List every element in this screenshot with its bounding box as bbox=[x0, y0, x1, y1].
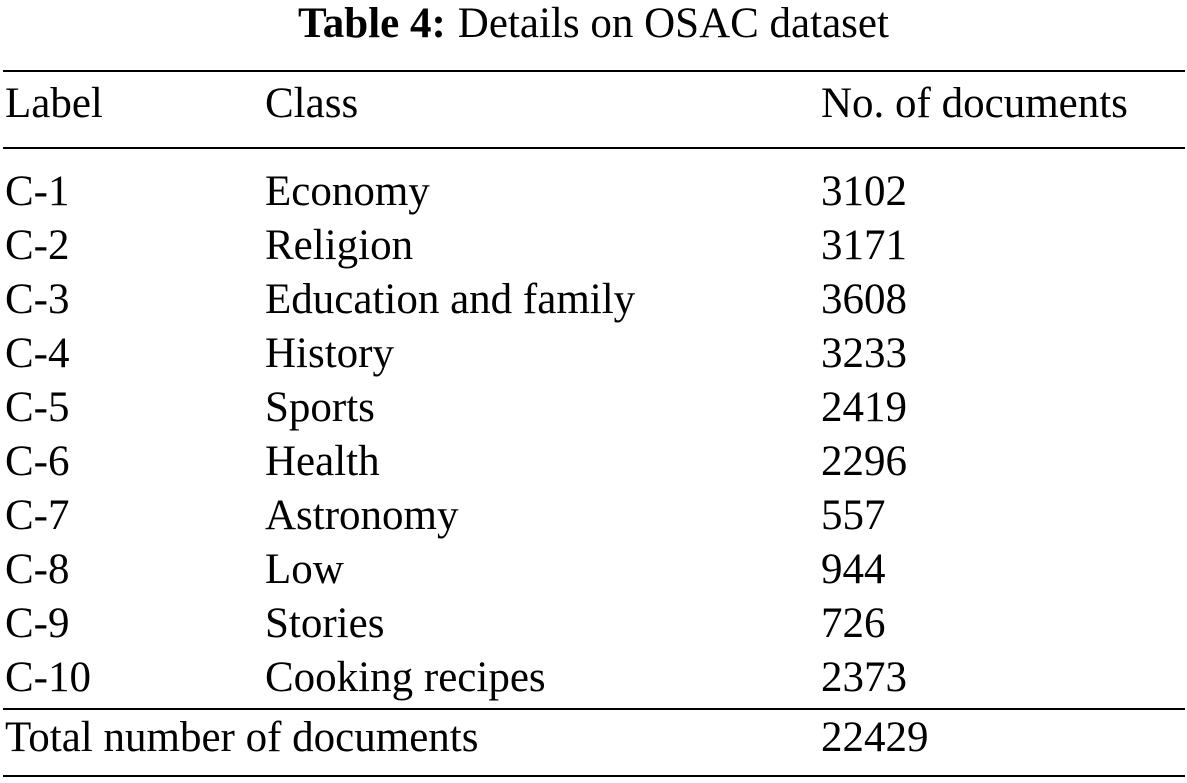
row-class: History bbox=[265, 330, 394, 377]
row-docs: 3233 bbox=[821, 330, 907, 377]
table-row: C-10 Cooking recipes 2373 bbox=[0, 651, 1187, 705]
total-rule bbox=[3, 708, 1185, 710]
table-row: C-1 Economy 3102 bbox=[0, 165, 1187, 219]
table-row: C-8 Low 944 bbox=[0, 543, 1187, 597]
table-row: C-3 Education and family 3608 bbox=[0, 273, 1187, 327]
row-class: Cooking recipes bbox=[265, 654, 546, 701]
row-class: Stories bbox=[265, 600, 385, 647]
header-rule bbox=[3, 147, 1185, 149]
row-label: C-4 bbox=[5, 330, 70, 377]
row-label: C-8 bbox=[5, 546, 70, 593]
total-docs: 22429 bbox=[821, 714, 929, 761]
caption-text: Details on OSAC dataset bbox=[457, 0, 889, 47]
row-docs: 3171 bbox=[821, 222, 907, 269]
header-docs: No. of documents bbox=[821, 80, 1128, 127]
top-rule bbox=[3, 70, 1185, 72]
header-label: Label bbox=[5, 80, 103, 127]
table-row: C-6 Health 2296 bbox=[0, 435, 1187, 489]
row-label: C-6 bbox=[5, 438, 70, 485]
row-docs: 3102 bbox=[821, 168, 907, 215]
row-label: C-3 bbox=[5, 276, 70, 323]
row-label: C-5 bbox=[5, 384, 70, 431]
table-row: C-4 History 3233 bbox=[0, 327, 1187, 381]
row-docs: 2296 bbox=[821, 438, 907, 485]
row-docs: 726 bbox=[821, 600, 886, 647]
row-class: Education and family bbox=[265, 276, 636, 323]
row-class: Sports bbox=[265, 384, 375, 431]
bottom-rule bbox=[3, 775, 1185, 777]
row-docs: 3608 bbox=[821, 276, 907, 323]
row-label: C-2 bbox=[5, 222, 70, 269]
table-row: C-9 Stories 726 bbox=[0, 597, 1187, 651]
total-row: Total number of documents 22429 bbox=[0, 711, 1187, 765]
row-class: Economy bbox=[265, 168, 430, 215]
row-docs: 2373 bbox=[821, 654, 907, 701]
row-label: C-1 bbox=[5, 168, 70, 215]
row-label: C-10 bbox=[5, 654, 91, 701]
row-label: C-9 bbox=[5, 600, 70, 647]
table-row: C-2 Religion 3171 bbox=[0, 219, 1187, 273]
table-caption: Table 4: Details on OSAC dataset bbox=[0, 0, 1187, 48]
row-class: Astronomy bbox=[265, 492, 459, 539]
row-docs: 557 bbox=[821, 492, 886, 539]
row-docs: 2419 bbox=[821, 384, 907, 431]
row-class: Religion bbox=[265, 222, 414, 269]
caption-label: Table 4: bbox=[298, 0, 446, 47]
row-class: Health bbox=[265, 438, 380, 485]
table-row: C-7 Astronomy 557 bbox=[0, 489, 1187, 543]
total-label: Total number of documents bbox=[5, 714, 479, 761]
header-class: Class bbox=[265, 80, 359, 127]
row-label: C-7 bbox=[5, 492, 70, 539]
header-row: Label Class No. of documents bbox=[0, 77, 1187, 131]
row-class: Low bbox=[265, 546, 344, 593]
row-docs: 944 bbox=[821, 546, 886, 593]
table-row: C-5 Sports 2419 bbox=[0, 381, 1187, 435]
